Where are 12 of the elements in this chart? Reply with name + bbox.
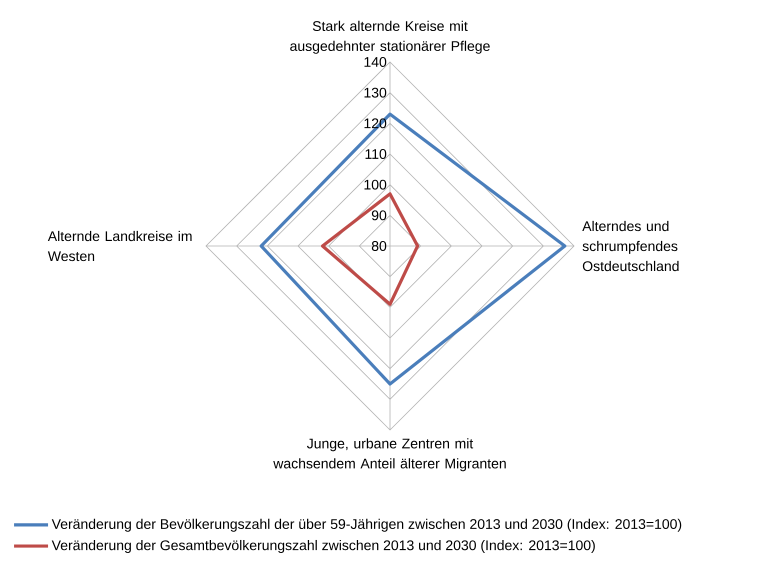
y-tick-label: 110: [366, 149, 386, 159]
spoke-label: Junge, urbane Zentren mit wachsendem Anteil älterer Migranten: [273, 438, 506, 472]
spoke-label: Stark alternde Kreise mit ausgedehnter stationärer Pflege: [290, 20, 490, 54]
spoke-label: Alternde Landkreise im Westen: [48, 230, 192, 262]
y-tick-label: 140: [364, 57, 386, 67]
y-tick-label: 80: [372, 241, 386, 251]
legend-label: Veränderung der Bevölkerungszahl der über 59-Jährigen zwischen 2013 und 2030 (Index: 2013=100): [52, 518, 682, 532]
y-tick-label: 100: [364, 180, 386, 190]
y-tick-label: 130: [364, 88, 386, 98]
legend-label: Veränderung der Gesamtbevölkerungszahl zwischen 2013 und 2030 (Index: 2013=100): [52, 540, 595, 554]
y-tick-label: 90: [372, 210, 386, 220]
spoke-label: Alterndes und schrumpfendes Ostdeutschland: [582, 220, 679, 272]
